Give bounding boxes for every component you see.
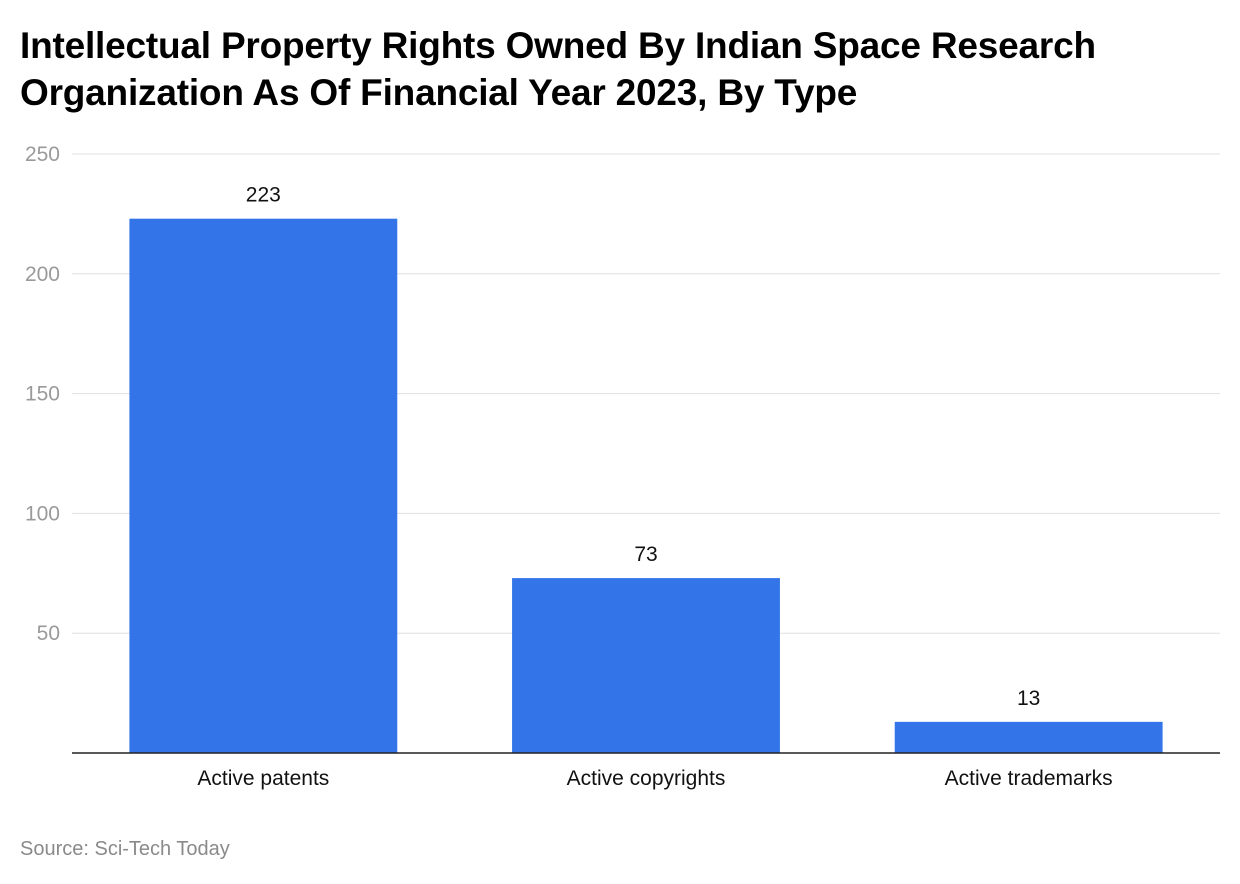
bar	[129, 218, 398, 753]
y-tick-label: 250	[25, 143, 60, 166]
x-tick-label: Active trademarks	[945, 767, 1113, 790]
data-label: 13	[1017, 687, 1040, 710]
y-tick-label: 50	[37, 622, 60, 645]
data-label: 223	[246, 184, 281, 207]
bar	[512, 578, 780, 753]
data-labels: 223 73 13	[246, 184, 1041, 710]
y-tick-label: 100	[25, 502, 60, 525]
data-label: 73	[634, 543, 657, 566]
chart-title: Intellectual Property Rights Owned By In…	[20, 25, 1096, 113]
bar	[894, 721, 1163, 753]
x-tick-label: Active patents	[197, 767, 329, 790]
y-tick-label: 150	[25, 383, 60, 406]
y-axis-tick-labels: 50 100 150 200 250	[25, 143, 60, 645]
x-tick-label: Active copyrights	[567, 767, 726, 790]
y-tick-label: 200	[25, 263, 60, 286]
bars	[129, 218, 1163, 753]
source-note: Source: Sci-Tech Today	[20, 838, 230, 860]
x-axis-category-labels: Active patents Active copyrights Active tr…	[197, 767, 1112, 790]
